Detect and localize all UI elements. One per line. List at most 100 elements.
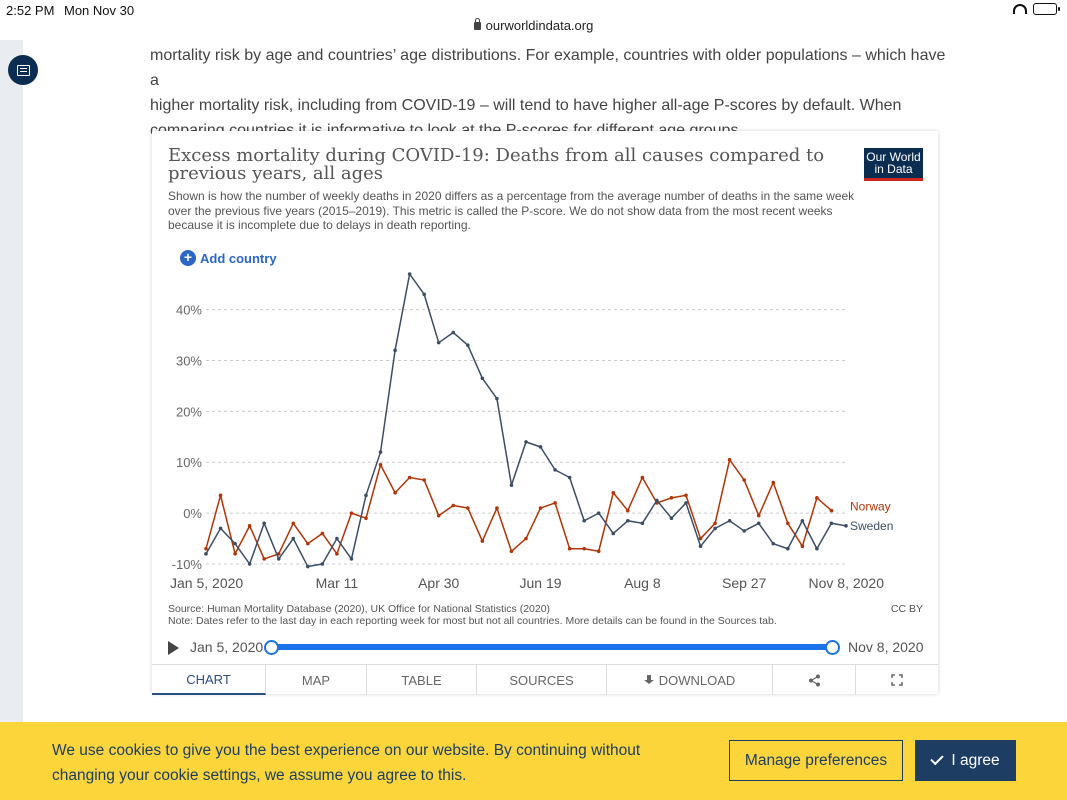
series-line-sweden xyxy=(205,273,847,568)
data-point-sweden xyxy=(291,536,296,541)
data-point-norway xyxy=(480,539,485,543)
data-point-norway xyxy=(611,490,616,495)
tab-table[interactable]: TABLE xyxy=(367,665,477,695)
y-tick-label: 40% xyxy=(176,303,202,318)
data-point-sweden xyxy=(713,526,717,531)
data-point-sweden xyxy=(698,544,703,548)
data-point-norway xyxy=(669,496,674,500)
manage-preferences-button[interactable]: Manage preferences xyxy=(729,740,903,781)
data-point-sweden xyxy=(509,483,514,487)
tab-chart[interactable]: CHART xyxy=(152,665,266,695)
data-point-norway xyxy=(407,475,412,480)
data-point-sweden xyxy=(582,518,586,523)
data-point-norway xyxy=(247,524,252,528)
data-point-norway xyxy=(567,546,572,551)
subtitle-line: because it is incomplete due to delays i… xyxy=(168,218,471,232)
status-icons xyxy=(1013,3,1060,15)
data-point-sweden xyxy=(480,376,485,381)
data-point-sweden xyxy=(451,330,456,335)
data-point-norway xyxy=(349,511,354,515)
plus-icon: + xyxy=(180,250,196,266)
data-point-norway xyxy=(378,462,383,467)
data-point-sweden xyxy=(466,343,470,348)
data-point-sweden xyxy=(393,348,397,353)
chart-card: Excess mortality during COVID-19: Deaths… xyxy=(152,131,938,695)
data-point-sweden xyxy=(669,516,674,521)
status-time: 2:52 PM xyxy=(6,3,55,18)
owid-logo[interactable]: Our World in Data xyxy=(864,148,923,181)
data-point-sweden xyxy=(247,562,252,566)
data-point-sweden xyxy=(233,541,237,546)
data-point-sweden xyxy=(844,524,848,528)
share-icon xyxy=(808,674,820,686)
data-point-norway xyxy=(698,536,703,541)
y-tick-label: 20% xyxy=(176,404,202,419)
data-point-sweden xyxy=(626,518,630,523)
download-icon xyxy=(643,675,654,685)
lock-icon xyxy=(473,18,481,30)
data-point-norway xyxy=(306,541,310,546)
add-country-button[interactable]: + Add country xyxy=(180,250,277,266)
line-chart[interactable]: -10% 0% 10% 20% 30% 40% Jan 5, 2020 Mar 11 Apr 3… xyxy=(152,131,938,601)
chart-tabs: CHART MAP TABLE SOURCES DOWNLOAD xyxy=(152,664,938,695)
data-point-norway xyxy=(756,513,761,518)
tab-map[interactable]: MAP xyxy=(266,665,367,695)
url-bar[interactable]: ourworldindata.org xyxy=(0,18,1067,38)
x-tick-label: Sep 27 xyxy=(722,575,767,591)
data-point-sweden xyxy=(335,536,339,541)
data-point-sweden xyxy=(495,396,499,401)
cookie-line: We use cookies to give you the best expe… xyxy=(52,742,641,759)
timeline-start-handle[interactable] xyxy=(264,640,279,655)
logo-line: in Data xyxy=(874,162,913,176)
data-point-sweden xyxy=(742,529,746,533)
data-point-sweden xyxy=(815,546,819,551)
note-line: Note: Dates refer to the last day in eac… xyxy=(168,615,777,627)
data-point-norway xyxy=(727,457,732,462)
share-button[interactable] xyxy=(773,665,856,695)
status-date: Mon Nov 30 xyxy=(64,3,135,18)
data-point-sweden xyxy=(567,475,572,480)
timeline-track[interactable] xyxy=(271,644,831,650)
data-point-norway xyxy=(684,493,688,498)
data-point-sweden xyxy=(655,498,659,503)
legend-label-norway: Norway xyxy=(850,500,891,514)
data-point-norway xyxy=(626,508,630,513)
y-tick-label: -10% xyxy=(172,557,203,572)
data-point-sweden xyxy=(524,440,528,444)
data-point-sweden xyxy=(436,340,441,345)
license-label[interactable]: CC BY xyxy=(890,603,923,615)
data-point-norway xyxy=(582,546,586,551)
data-point-norway xyxy=(553,501,557,505)
agree-button[interactable]: I agree xyxy=(915,740,1016,781)
data-point-norway xyxy=(451,503,456,508)
status-bar: 2:52 PM Mon Nov 30 xyxy=(0,0,1067,20)
data-point-sweden xyxy=(596,511,601,515)
y-tick-label: 30% xyxy=(176,353,202,368)
chart-title-line: previous years, all ages xyxy=(168,163,384,184)
data-point-norway xyxy=(800,544,805,548)
data-point-sweden xyxy=(407,272,412,276)
data-point-norway xyxy=(393,490,397,495)
timeline-end-handle[interactable] xyxy=(825,640,840,655)
fullscreen-icon xyxy=(891,674,903,686)
tab-sources[interactable]: SOURCES xyxy=(477,665,607,695)
legend-label-sweden: Sweden xyxy=(850,519,893,533)
data-point-sweden xyxy=(204,552,208,556)
logo-line: Our World xyxy=(866,150,921,164)
data-point-norway xyxy=(276,552,281,556)
data-point-sweden xyxy=(800,518,805,523)
data-point-norway xyxy=(640,475,645,480)
table-of-contents-button[interactable] xyxy=(8,55,38,85)
data-point-sweden xyxy=(553,468,557,472)
tab-download[interactable]: DOWNLOAD xyxy=(607,665,773,695)
timeline-start-label: Jan 5, 2020 xyxy=(190,639,264,655)
play-icon[interactable] xyxy=(168,641,179,655)
x-tick-label: Jan 5, 2020 xyxy=(170,575,243,591)
chart-sources: Source: Human Mortality Database (2020),… xyxy=(168,603,868,627)
chart-title: Excess mortality during COVID-19: Deaths… xyxy=(168,147,828,183)
fullscreen-button[interactable] xyxy=(856,665,938,695)
data-point-norway xyxy=(320,531,325,536)
intro-line: mortality risk by age and countries’ age… xyxy=(150,47,946,89)
chart-title-line: Excess mortality during COVID-19: Deaths… xyxy=(168,145,825,166)
data-point-norway xyxy=(786,521,790,526)
